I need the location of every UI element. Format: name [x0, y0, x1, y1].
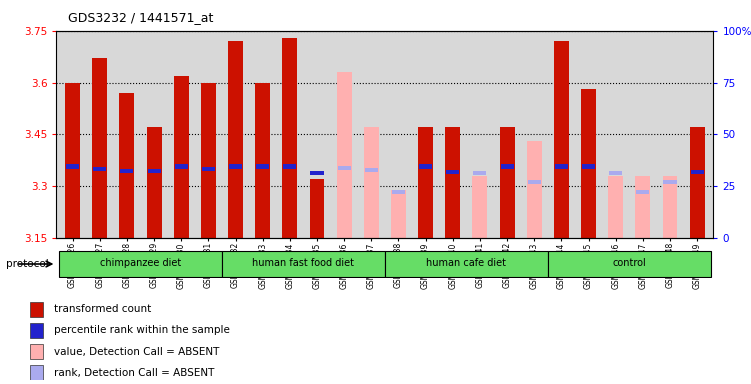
Bar [391, 190, 406, 238]
Bar [662, 176, 677, 238]
Bar [635, 176, 650, 238]
Bar [365, 167, 378, 172]
Text: control: control [612, 258, 646, 268]
Bar [175, 164, 188, 169]
Bar [500, 164, 514, 169]
Bar [547, 251, 710, 277]
Bar [30, 365, 43, 380]
Bar [30, 323, 43, 338]
Bar [499, 127, 514, 238]
Bar [30, 302, 43, 317]
Bar [282, 38, 297, 238]
Bar [689, 127, 704, 238]
Bar [310, 170, 324, 175]
Bar [385, 251, 547, 277]
Bar [283, 164, 297, 169]
Text: transformed count: transformed count [54, 305, 151, 314]
Bar [228, 41, 243, 238]
Bar [65, 83, 80, 238]
Bar [202, 167, 215, 170]
Text: protocol: protocol [6, 259, 49, 269]
Bar [554, 41, 569, 238]
Bar [446, 170, 460, 174]
Text: human cafe diet: human cafe diet [427, 258, 506, 268]
Bar [528, 180, 541, 184]
Bar [66, 164, 79, 169]
Bar [363, 127, 379, 238]
Bar [419, 164, 432, 169]
Bar [472, 176, 487, 238]
Text: human fast food diet: human fast food diet [252, 258, 354, 268]
Bar [608, 176, 623, 238]
Bar [59, 251, 222, 277]
Bar [636, 190, 650, 194]
Bar [256, 164, 270, 169]
Text: percentile rank within the sample: percentile rank within the sample [54, 326, 230, 336]
Bar [255, 83, 270, 238]
Bar [555, 164, 568, 169]
Bar [609, 170, 623, 175]
Bar [229, 164, 242, 169]
Text: GDS3232 / 1441571_at: GDS3232 / 1441571_at [68, 12, 213, 25]
Bar [222, 251, 385, 277]
Bar [526, 141, 541, 238]
Bar [146, 127, 161, 238]
Bar [309, 179, 324, 238]
Text: chimpanzee diet: chimpanzee diet [100, 258, 181, 268]
Bar [120, 169, 134, 174]
Bar [338, 166, 351, 170]
Bar [582, 164, 595, 169]
Bar [119, 93, 134, 238]
Text: value, Detection Call = ABSENT: value, Detection Call = ABSENT [54, 347, 219, 357]
Text: rank, Detection Call = ABSENT: rank, Detection Call = ABSENT [54, 368, 214, 378]
Bar [581, 89, 596, 238]
Bar [201, 83, 216, 238]
Bar [663, 180, 677, 184]
Bar [147, 169, 161, 174]
Bar [93, 167, 107, 170]
Bar [173, 76, 189, 238]
Bar [418, 127, 433, 238]
Bar [691, 170, 704, 174]
Bar [92, 58, 107, 238]
Bar [30, 344, 43, 359]
Bar [473, 170, 487, 175]
Bar [336, 72, 351, 238]
Bar [445, 127, 460, 238]
Bar [392, 190, 405, 194]
